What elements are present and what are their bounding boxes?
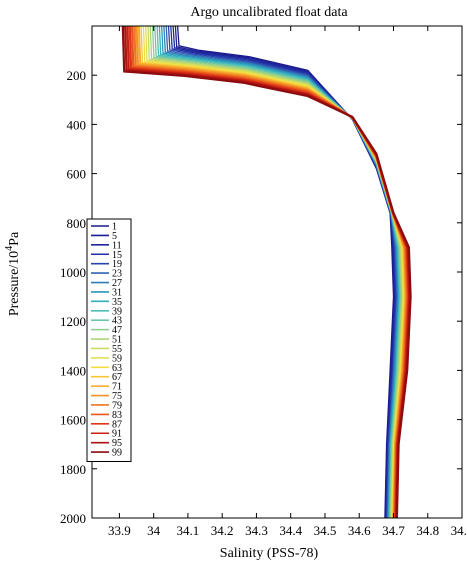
legend-entry: 75 bbox=[112, 391, 122, 402]
legend-entry: 79 bbox=[112, 400, 122, 411]
chart-title: Argo uncalibrated float data bbox=[190, 5, 348, 20]
y-axis-label-unit: Pa bbox=[7, 231, 22, 246]
y-tick-label: 1800 bbox=[60, 462, 86, 477]
profile-line-47 bbox=[151, 26, 402, 518]
legend-entry: 67 bbox=[112, 372, 122, 383]
legend-entry: 59 bbox=[112, 353, 122, 364]
legend-entry: 43 bbox=[112, 316, 122, 327]
legend-entry: 91 bbox=[112, 429, 122, 440]
y-axis-ticks: 200 400 600 800 1000 1200 1400 1600 1800 2000 bbox=[60, 68, 462, 526]
profile-line-63 bbox=[142, 26, 405, 518]
profile-line-1 bbox=[176, 26, 395, 518]
profile-line-79 bbox=[133, 26, 409, 518]
legend-entry: 47 bbox=[112, 325, 122, 336]
legend-entry: 31 bbox=[112, 287, 122, 298]
x-tick-label: 34.3 bbox=[245, 523, 268, 538]
y-tick-label: 200 bbox=[67, 68, 87, 83]
y-axis-label-base: Pressure/10 bbox=[7, 251, 22, 316]
profile-line-75 bbox=[135, 26, 408, 518]
profile-line-15 bbox=[170, 26, 397, 518]
legend-entry: 5 bbox=[112, 231, 117, 242]
profile-line-19 bbox=[167, 26, 397, 518]
profile-line-99 bbox=[121, 26, 412, 518]
legend-entry: 15 bbox=[112, 250, 122, 261]
profile-line-27 bbox=[163, 26, 399, 518]
legend-entry: 71 bbox=[112, 382, 122, 393]
profile-line-71 bbox=[137, 26, 407, 518]
profile-line-5 bbox=[174, 26, 395, 518]
y-axis-label: Pressure/104Pa bbox=[4, 231, 22, 316]
y-tick-label: 2000 bbox=[60, 511, 86, 526]
profile-line-95 bbox=[124, 26, 412, 518]
profile-line-51 bbox=[149, 26, 403, 518]
legend-entry: 99 bbox=[112, 448, 122, 459]
x-tick-label: 34.8 bbox=[416, 523, 439, 538]
x-tick-label: 34.2 bbox=[211, 523, 234, 538]
x-tick-label: 33.9 bbox=[108, 523, 131, 538]
x-tick-label: 34.6 bbox=[348, 523, 371, 538]
legend-entry: 23 bbox=[112, 269, 122, 280]
x-tick-label: 34 bbox=[147, 523, 161, 538]
y-tick-label: 1600 bbox=[60, 413, 86, 428]
profile-line-67 bbox=[140, 26, 406, 518]
legend-entry: 35 bbox=[112, 297, 122, 308]
legend-entry: 83 bbox=[112, 410, 122, 421]
profile-line-59 bbox=[145, 26, 405, 518]
profile-line-39 bbox=[156, 26, 401, 518]
legend-entry: 11 bbox=[112, 240, 122, 251]
legend-entry: 87 bbox=[112, 419, 122, 430]
profile-line-91 bbox=[126, 26, 411, 518]
y-tick-label: 600 bbox=[67, 167, 87, 182]
profile-line-87 bbox=[128, 26, 410, 518]
y-tick-label: 800 bbox=[67, 216, 87, 231]
legend-entry: 27 bbox=[112, 278, 122, 289]
y-tick-label: 400 bbox=[67, 117, 87, 132]
profile-line-35 bbox=[158, 26, 400, 518]
x-tick-label: 34.4 bbox=[279, 523, 302, 538]
profile-line-43 bbox=[154, 26, 402, 518]
legend-box bbox=[86, 218, 132, 462]
profile-line-83 bbox=[130, 26, 409, 518]
x-axis-label: Salinity (PSS-78) bbox=[220, 546, 319, 561]
legend-entry: 95 bbox=[112, 438, 122, 449]
y-axis-label-exponent: 4 bbox=[4, 246, 15, 251]
chart-legend: 1511151923273135394347515559636771757983… bbox=[86, 218, 132, 462]
x-axis-ticks: 33.9 34 34.1 34.2 34.3 34.4 34.5 34.6 34.7 34.8 34… bbox=[108, 26, 467, 538]
profile-line-11 bbox=[172, 26, 396, 518]
legend-entry: 19 bbox=[112, 259, 122, 270]
x-tick-label: 34.9 bbox=[451, 523, 467, 538]
legend-entry: 1 bbox=[112, 222, 117, 233]
legend-entry: 51 bbox=[112, 335, 122, 346]
profile-line-55 bbox=[147, 26, 404, 518]
x-tick-label: 34.7 bbox=[382, 523, 405, 538]
x-tick-label: 34.5 bbox=[314, 523, 337, 538]
profile-lines bbox=[121, 26, 412, 518]
legend-entry: 63 bbox=[112, 363, 122, 374]
x-tick-label: 34.1 bbox=[177, 523, 200, 538]
y-tick-label: 1000 bbox=[60, 265, 86, 280]
y-tick-label: 1400 bbox=[60, 363, 86, 378]
legend-entry: 55 bbox=[112, 344, 122, 355]
profile-line-31 bbox=[161, 26, 400, 518]
profile-line-23 bbox=[165, 26, 398, 518]
legend-entry: 39 bbox=[112, 306, 122, 317]
y-tick-label: 1200 bbox=[60, 314, 86, 329]
